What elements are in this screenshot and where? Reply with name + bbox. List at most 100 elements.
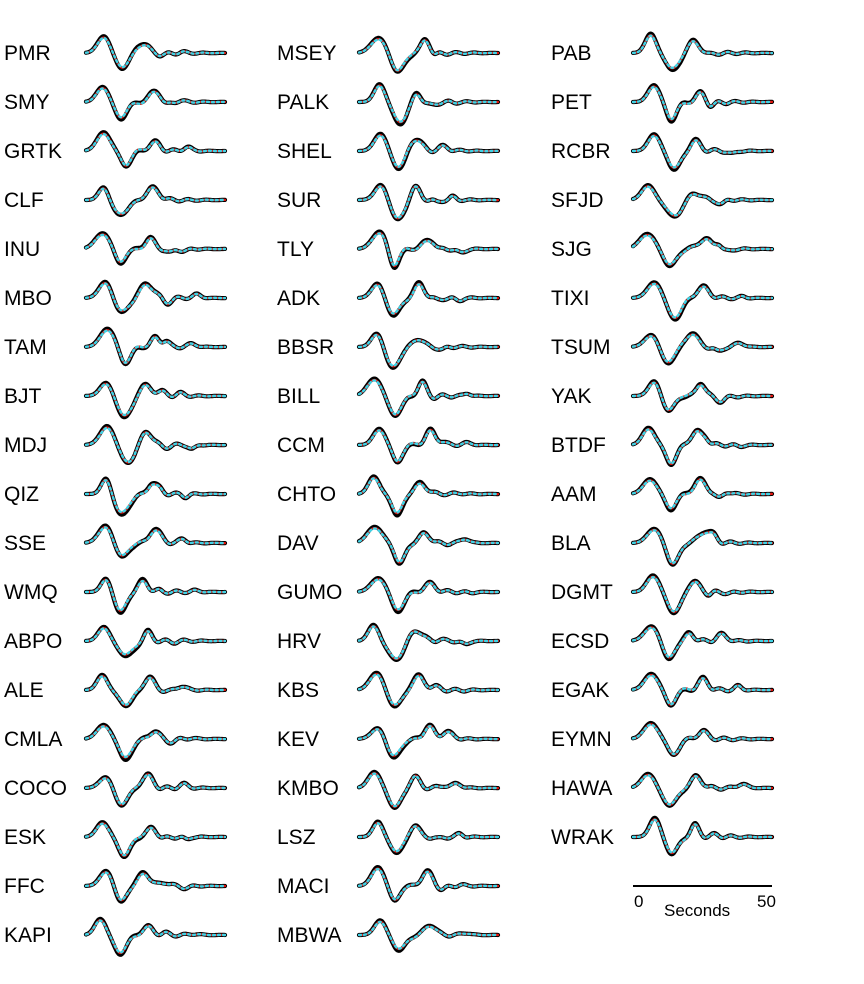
synthetic-cyan-trace-ale	[84, 675, 227, 706]
synthetic-cyan-trace-inu	[84, 233, 227, 263]
synthetic-cyan-trace-kmbo	[357, 772, 500, 808]
station-label-kapi: KAPI	[4, 924, 52, 947]
synthetic-red-trace-tixi	[631, 282, 774, 320]
synthetic-cyan-trace-grtk	[84, 133, 227, 167]
station-label-sur: SUR	[277, 189, 321, 212]
synthetic-cyan-trace-tsum	[631, 333, 774, 363]
synthetic-cyan-trace-clf	[84, 186, 227, 215]
station-label-tam: TAM	[4, 336, 47, 359]
synthetic-cyan-trace-aam	[631, 478, 774, 510]
station-label-pet: PET	[551, 91, 592, 114]
station-label-lsz: LSZ	[277, 826, 316, 849]
observed-trace-cmla	[83, 722, 228, 762]
observed-trace-bjt	[83, 380, 228, 420]
synthetic-cyan-trace-tly	[357, 232, 500, 267]
synthetic-red-trace-dgmt	[631, 575, 774, 613]
station-label-grtk: GRTK	[4, 140, 62, 163]
station-label-mdj: MDJ	[4, 434, 47, 457]
synthetic-cyan-trace-kev	[357, 725, 500, 757]
synthetic-cyan-trace-hawa	[631, 774, 774, 806]
station-label-kev: KEV	[277, 728, 319, 751]
observed-trace-dgmt	[630, 573, 775, 616]
station-label-sse: SSE	[4, 532, 46, 555]
scale-unit-label: Seconds	[664, 901, 730, 920]
station-label-chto: CHTO	[277, 483, 336, 506]
synthetic-cyan-trace-sur	[357, 185, 500, 219]
synthetic-cyan-trace-shel	[357, 134, 500, 168]
station-label-pab: PAB	[551, 42, 591, 65]
synthetic-cyan-trace-smy	[84, 87, 227, 119]
station-label-esk: ESK	[4, 826, 46, 849]
synthetic-red-trace-ffc	[84, 871, 227, 902]
station-label-hawa: HAWA	[551, 777, 612, 800]
station-label-sjg: SJG	[551, 238, 592, 261]
station-label-maci: MACI	[277, 875, 330, 898]
station-label-bla: BLA	[551, 532, 591, 555]
synthetic-cyan-trace-sfjd	[631, 185, 774, 217]
station-label-mbo: MBO	[4, 287, 52, 310]
observed-trace-rcbr	[630, 132, 775, 172]
station-label-coco: COCO	[4, 777, 67, 800]
synthetic-cyan-trace-palk	[357, 84, 500, 123]
station-label-dav: DAV	[277, 532, 319, 555]
synthetic-cyan-trace-chto	[357, 477, 500, 514]
station-label-ffc: FFC	[4, 875, 45, 898]
station-label-ccm: CCM	[277, 434, 325, 457]
station-label-egak: EGAK	[551, 679, 609, 702]
synthetic-cyan-trace-sjg	[631, 234, 774, 266]
station-label-aam: AAM	[551, 483, 597, 506]
synthetic-cyan-trace-msey	[357, 38, 500, 72]
station-label-bjt: BJT	[4, 385, 42, 408]
synthetic-cyan-trace-wmq	[84, 579, 227, 612]
synthetic-cyan-trace-sse	[84, 526, 227, 557]
synthetic-red-trace-bjt	[84, 382, 227, 417]
station-label-adk: ADK	[277, 287, 320, 310]
station-label-rcbr: RCBR	[551, 140, 611, 163]
station-label-gumo: GUMO	[277, 581, 342, 604]
station-label-kbs: KBS	[277, 679, 319, 702]
synthetic-cyan-trace-egak	[631, 674, 774, 706]
station-label-bill: BILL	[277, 385, 320, 408]
station-traces: PMR SMY GRTK CLF INU MBO TAM BJT MDJ QIZ SSE WMQ ABP…	[4, 31, 775, 957]
synthetic-cyan-trace-adk	[357, 283, 500, 315]
synthetic-cyan-trace-ffc	[84, 871, 227, 901]
scale-end-label: 50	[757, 892, 776, 911]
synthetic-cyan-trace-ccm	[357, 429, 500, 463]
synthetic-cyan-trace-wrak	[631, 818, 774, 854]
synthetic-red-trace-mbwa	[357, 920, 500, 951]
synthetic-cyan-trace-tixi	[631, 282, 774, 319]
station-label-pmr: PMR	[4, 42, 51, 65]
station-label-smy: SMY	[4, 91, 50, 114]
station-label-qiz: QIZ	[4, 483, 39, 506]
synthetic-cyan-trace-qiz	[84, 479, 227, 514]
observed-trace-wmq	[83, 576, 228, 615]
station-label-clf: CLF	[4, 189, 44, 212]
synthetic-cyan-trace-pab	[631, 34, 774, 69]
synthetic-cyan-trace-mdj	[84, 426, 227, 464]
synthetic-cyan-trace-cmla	[84, 725, 227, 759]
synthetic-red-trace-rcbr	[631, 134, 774, 169]
synthetic-cyan-trace-rcbr	[631, 134, 774, 169]
synthetic-cyan-trace-hrv	[357, 625, 500, 660]
synthetic-cyan-trace-kbs	[357, 673, 500, 706]
station-label-wmq: WMQ	[4, 581, 58, 604]
station-label-wrak: WRAK	[551, 826, 614, 849]
station-label-dgmt: DGMT	[551, 581, 613, 604]
observed-trace-chto	[356, 474, 501, 518]
synthetic-cyan-trace-pet	[631, 85, 774, 121]
station-label-mbwa: MBWA	[277, 924, 342, 947]
synthetic-cyan-trace-mbwa	[357, 920, 500, 950]
synthetic-cyan-trace-kapi	[84, 919, 227, 954]
synthetic-cyan-trace-pmr	[84, 36, 227, 69]
synthetic-cyan-trace-bla	[631, 529, 774, 565]
station-label-tixi: TIXI	[551, 287, 590, 310]
station-label-abpo: ABPO	[4, 630, 62, 653]
station-label-palk: PALK	[277, 91, 329, 114]
observed-trace-ecsd	[630, 624, 775, 662]
station-label-tly: TLY	[277, 238, 314, 261]
synthetic-cyan-trace-eymn	[631, 723, 774, 756]
synthetic-cyan-trace-bill	[357, 379, 500, 416]
station-label-hrv: HRV	[277, 630, 321, 653]
synthetic-cyan-trace-tam	[84, 329, 227, 364]
station-label-inu: INU	[4, 238, 40, 261]
